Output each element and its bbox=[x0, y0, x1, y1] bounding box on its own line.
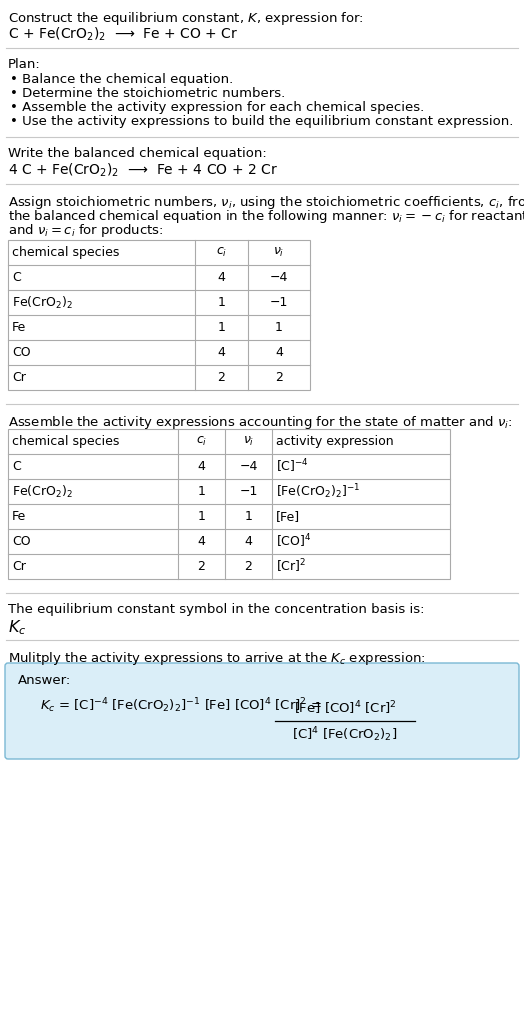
Text: 1: 1 bbox=[198, 510, 205, 523]
Text: [CO]$^4$: [CO]$^4$ bbox=[276, 533, 311, 550]
Text: [Fe] [CO]$^4$ [Cr]$^2$: [Fe] [CO]$^4$ [Cr]$^2$ bbox=[293, 699, 396, 717]
Text: 4: 4 bbox=[198, 460, 205, 473]
Text: Mulitply the activity expressions to arrive at the $K_c$ expression:: Mulitply the activity expressions to arr… bbox=[8, 650, 426, 667]
Text: activity expression: activity expression bbox=[276, 435, 394, 448]
Text: the balanced chemical equation in the following manner: $\nu_i = -c_i$ for react: the balanced chemical equation in the fo… bbox=[8, 208, 524, 225]
Text: $K_c$ = [C]$^{-4}$ [Fe(CrO$_2$)$_2$]$^{-1}$ [Fe] [CO]$^4$ [Cr]$^2$ =: $K_c$ = [C]$^{-4}$ [Fe(CrO$_2$)$_2$]$^{-… bbox=[40, 696, 322, 715]
Bar bbox=[8, 428, 450, 579]
Text: 1: 1 bbox=[275, 321, 283, 334]
Text: CO: CO bbox=[12, 346, 30, 359]
Text: Fe: Fe bbox=[12, 321, 26, 334]
Text: Fe(CrO$_2$)$_2$: Fe(CrO$_2$)$_2$ bbox=[12, 483, 73, 499]
Text: 2: 2 bbox=[245, 560, 253, 573]
Text: 1: 1 bbox=[217, 321, 225, 334]
Text: [Cr]$^2$: [Cr]$^2$ bbox=[276, 558, 307, 575]
Text: Assemble the activity expressions accounting for the state of matter and $\nu_i$: Assemble the activity expressions accoun… bbox=[8, 414, 512, 431]
Text: Fe(CrO$_2$)$_2$: Fe(CrO$_2$)$_2$ bbox=[12, 295, 73, 311]
Text: 2: 2 bbox=[275, 371, 283, 384]
Text: C: C bbox=[12, 271, 21, 284]
Bar bbox=[8, 240, 310, 390]
Text: Write the balanced chemical equation:: Write the balanced chemical equation: bbox=[8, 147, 267, 160]
Text: $c_i$: $c_i$ bbox=[196, 435, 207, 448]
Text: • Balance the chemical equation.: • Balance the chemical equation. bbox=[10, 73, 233, 86]
Text: The equilibrium constant symbol in the concentration basis is:: The equilibrium constant symbol in the c… bbox=[8, 603, 424, 616]
Text: • Assemble the activity expression for each chemical species.: • Assemble the activity expression for e… bbox=[10, 101, 424, 114]
Text: Cr: Cr bbox=[12, 560, 26, 573]
Text: Cr: Cr bbox=[12, 371, 26, 384]
Text: $\nu_i$: $\nu_i$ bbox=[274, 246, 285, 259]
FancyBboxPatch shape bbox=[5, 663, 519, 759]
Text: [C]$^4$ [Fe(CrO$_2$)$_2$]: [C]$^4$ [Fe(CrO$_2$)$_2$] bbox=[292, 725, 398, 744]
Text: Construct the equilibrium constant, $K$, expression for:: Construct the equilibrium constant, $K$,… bbox=[8, 10, 364, 27]
Text: [Fe(CrO$_2$)$_2$]$^{-1}$: [Fe(CrO$_2$)$_2$]$^{-1}$ bbox=[276, 482, 360, 500]
Text: • Determine the stoichiometric numbers.: • Determine the stoichiometric numbers. bbox=[10, 87, 285, 100]
Text: 4 C + Fe(CrO$_2$)$_2$  ⟶  Fe + 4 CO + 2 Cr: 4 C + Fe(CrO$_2$)$_2$ ⟶ Fe + 4 CO + 2 Cr bbox=[8, 162, 278, 179]
Text: • Use the activity expressions to build the equilibrium constant expression.: • Use the activity expressions to build … bbox=[10, 115, 514, 128]
Text: $K_c$: $K_c$ bbox=[8, 618, 26, 637]
Text: 2: 2 bbox=[217, 371, 225, 384]
Text: 1: 1 bbox=[217, 296, 225, 309]
Text: 4: 4 bbox=[198, 535, 205, 548]
Text: [C]$^{-4}$: [C]$^{-4}$ bbox=[276, 458, 309, 475]
Text: CO: CO bbox=[12, 535, 30, 548]
Text: Plan:: Plan: bbox=[8, 58, 41, 71]
Text: C + Fe(CrO$_2$)$_2$  ⟶  Fe + CO + Cr: C + Fe(CrO$_2$)$_2$ ⟶ Fe + CO + Cr bbox=[8, 26, 238, 44]
Text: 1: 1 bbox=[245, 510, 253, 523]
Text: −1: −1 bbox=[270, 296, 288, 309]
Text: 1: 1 bbox=[198, 485, 205, 498]
Text: −1: −1 bbox=[239, 485, 258, 498]
Text: chemical species: chemical species bbox=[12, 246, 119, 259]
Text: 4: 4 bbox=[245, 535, 253, 548]
Text: Assign stoichiometric numbers, $\nu_i$, using the stoichiometric coefficients, $: Assign stoichiometric numbers, $\nu_i$, … bbox=[8, 194, 524, 211]
Text: C: C bbox=[12, 460, 21, 473]
Text: $c_i$: $c_i$ bbox=[216, 246, 227, 259]
Text: −4: −4 bbox=[239, 460, 258, 473]
Text: Fe: Fe bbox=[12, 510, 26, 523]
Text: and $\nu_i = c_i$ for products:: and $\nu_i = c_i$ for products: bbox=[8, 222, 163, 239]
Text: 4: 4 bbox=[217, 346, 225, 359]
Text: −4: −4 bbox=[270, 271, 288, 284]
Text: Answer:: Answer: bbox=[18, 674, 71, 687]
Text: $\nu_i$: $\nu_i$ bbox=[243, 435, 254, 448]
Text: 4: 4 bbox=[275, 346, 283, 359]
Text: chemical species: chemical species bbox=[12, 435, 119, 448]
Text: [Fe]: [Fe] bbox=[276, 510, 300, 523]
Text: 2: 2 bbox=[198, 560, 205, 573]
Text: 4: 4 bbox=[217, 271, 225, 284]
